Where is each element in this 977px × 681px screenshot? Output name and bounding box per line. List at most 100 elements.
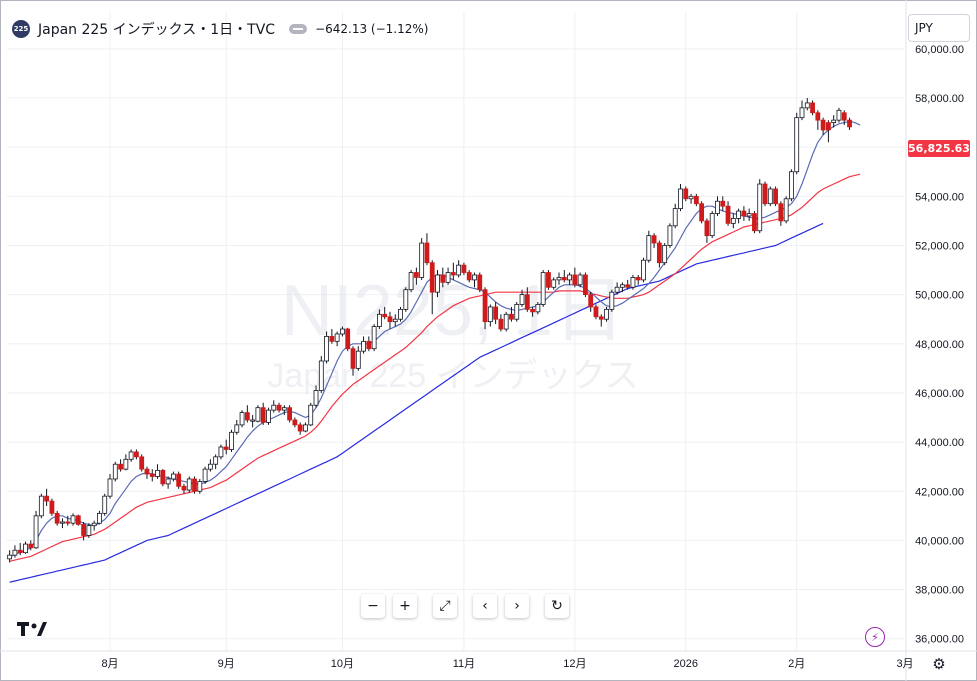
currency-selector[interactable]: JPY [908, 14, 970, 42]
candle [546, 270, 551, 290]
moving-averages [9, 120, 861, 583]
candle-body [715, 200, 720, 214]
candle [826, 120, 831, 143]
price-axis: 60,000.0058,000.0056,000.0054,000.0052,0… [915, 44, 964, 646]
candle [144, 466, 150, 479]
candle [757, 179, 763, 234]
candle-body [678, 188, 683, 210]
candle [466, 270, 472, 283]
candle [456, 260, 462, 278]
candle [641, 257, 646, 283]
collapse-legend-icon[interactable] [289, 24, 308, 34]
candle [97, 510, 102, 525]
candle-body [23, 543, 28, 554]
candle-body [472, 274, 477, 281]
candle-body [281, 407, 287, 411]
candle-body [255, 407, 261, 422]
candle-body [276, 404, 282, 411]
candle-body [757, 183, 763, 232]
x-tick-label: 10月 [331, 658, 354, 670]
candle-body [366, 340, 372, 350]
candle [65, 515, 71, 526]
candle [730, 213, 736, 229]
candle [514, 302, 520, 322]
candle-body [371, 326, 377, 350]
candle [767, 186, 773, 207]
y-tick-label: 46,000.00 [915, 388, 964, 400]
candle [741, 206, 747, 221]
candle-body [450, 272, 456, 276]
candle-body [239, 412, 245, 426]
zoom-in-button[interactable]: + [393, 594, 417, 618]
candle [33, 510, 39, 550]
candle [165, 476, 171, 489]
candle [7, 550, 13, 563]
candle [604, 306, 609, 322]
candle [746, 208, 752, 221]
reset-zoom-button[interactable]: ⤢ [433, 594, 457, 618]
candle-body [223, 446, 229, 450]
symbol-title[interactable]: Japan 225 インデックス・1日・TVC [38, 22, 276, 38]
candle-body [429, 262, 435, 293]
candle [229, 429, 234, 452]
candle [524, 287, 530, 312]
candle-body [308, 404, 314, 426]
candle-body [377, 313, 382, 327]
candle [831, 115, 837, 128]
scroll-left-button[interactable]: ‹ [473, 594, 497, 618]
candle [614, 282, 620, 295]
scroll-right-button[interactable]: › [505, 594, 529, 618]
candle-body [202, 468, 208, 482]
candle [498, 314, 504, 332]
candle-body [292, 419, 298, 426]
lightning-icon[interactable]: ⚡ [865, 627, 885, 647]
candle-body [688, 195, 694, 200]
candle-body [767, 188, 773, 205]
candle [519, 289, 525, 307]
candle [693, 193, 699, 207]
candle-body [572, 274, 578, 286]
candle-body [118, 463, 123, 470]
candle-body [340, 328, 345, 335]
candle-body [408, 272, 414, 291]
candle-body [741, 210, 747, 217]
candle [139, 454, 145, 472]
candle [303, 422, 308, 433]
candle-body [662, 245, 668, 264]
candle [186, 476, 192, 493]
candle [392, 314, 398, 327]
candle [836, 107, 842, 123]
symbol-badge[interactable]: 225 [12, 20, 30, 38]
candle [678, 184, 683, 212]
candle-body [561, 277, 567, 281]
y-tick-label: 42,000.00 [915, 486, 964, 498]
zoom-out-button[interactable]: − [361, 594, 385, 618]
candle [398, 306, 403, 322]
x-tick-label: 2月 [788, 658, 805, 670]
candle-body [635, 277, 641, 281]
reset-chart-button[interactable]: ↻ [545, 594, 569, 618]
candle [450, 262, 456, 280]
tradingview-logo[interactable] [17, 620, 47, 641]
candle-body [234, 424, 240, 433]
x-tick-label: 2026 [674, 658, 698, 670]
candle [123, 454, 129, 471]
candle [535, 302, 541, 315]
y-tick-label: 48,000.00 [915, 339, 964, 351]
candle [804, 98, 810, 111]
candle-body [49, 500, 55, 514]
candle-body [604, 308, 609, 320]
candle [487, 304, 493, 327]
candle-body [551, 279, 557, 288]
candle-body [588, 294, 594, 308]
settings-gear-icon[interactable]: ⚙ [932, 655, 946, 673]
candle [49, 498, 55, 516]
candle [350, 346, 356, 376]
candle-body [313, 390, 319, 406]
candle-body [709, 213, 715, 237]
candle-body [197, 481, 203, 492]
candle-body [630, 277, 636, 288]
candle [567, 272, 572, 285]
candle-body [345, 328, 351, 350]
